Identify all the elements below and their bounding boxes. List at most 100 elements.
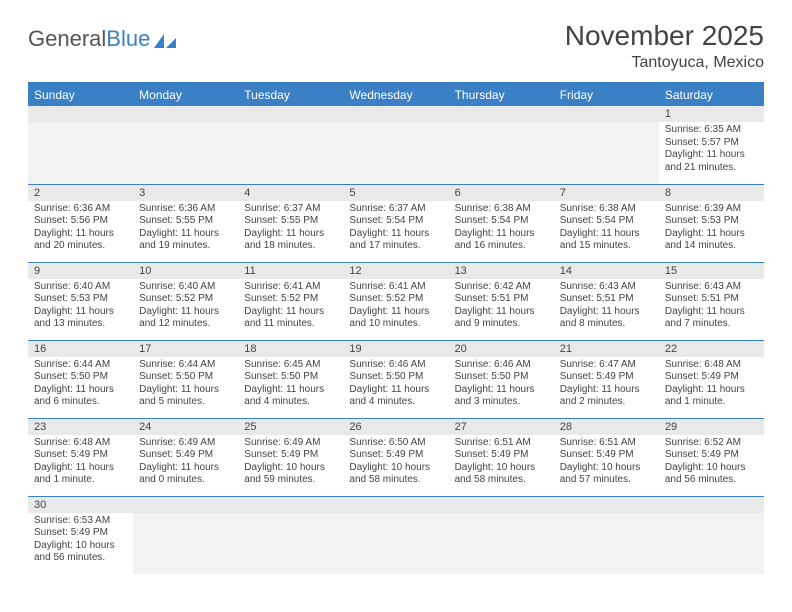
day-details: Sunrise: 6:38 AMSunset: 5:54 PMDaylight:… bbox=[554, 201, 659, 257]
day-details: Sunrise: 6:41 AMSunset: 5:52 PMDaylight:… bbox=[343, 279, 448, 335]
header: GeneralBlue November 2025 Tantoyuca, Mex… bbox=[28, 20, 764, 72]
weekday-header: Tuesday bbox=[238, 83, 343, 106]
day-details: Sunrise: 6:46 AMSunset: 5:50 PMDaylight:… bbox=[343, 357, 448, 413]
day-number: 6 bbox=[449, 185, 554, 201]
day-number: 15 bbox=[659, 263, 764, 279]
day-number: 8 bbox=[659, 185, 764, 201]
day-number: 10 bbox=[133, 263, 238, 279]
calendar-empty bbox=[133, 496, 238, 574]
day-details: Sunrise: 6:46 AMSunset: 5:50 PMDaylight:… bbox=[449, 357, 554, 413]
day-details: Sunrise: 6:41 AMSunset: 5:52 PMDaylight:… bbox=[238, 279, 343, 335]
day-number: 2 bbox=[28, 185, 133, 201]
calendar-empty bbox=[343, 496, 448, 574]
day-details: Sunrise: 6:51 AMSunset: 5:49 PMDaylight:… bbox=[554, 435, 659, 491]
month-title: November 2025 bbox=[565, 20, 764, 52]
day-details: Sunrise: 6:36 AMSunset: 5:55 PMDaylight:… bbox=[133, 201, 238, 257]
calendar-day: 16Sunrise: 6:44 AMSunset: 5:50 PMDayligh… bbox=[28, 340, 133, 418]
location: Tantoyuca, Mexico bbox=[565, 54, 764, 72]
calendar-day: 5Sunrise: 6:37 AMSunset: 5:54 PMDaylight… bbox=[343, 184, 448, 262]
day-number: 26 bbox=[343, 419, 448, 435]
day-number: 25 bbox=[238, 419, 343, 435]
calendar-day: 14Sunrise: 6:43 AMSunset: 5:51 PMDayligh… bbox=[554, 262, 659, 340]
calendar-day: 21Sunrise: 6:47 AMSunset: 5:49 PMDayligh… bbox=[554, 340, 659, 418]
calendar-day: 30Sunrise: 6:53 AMSunset: 5:49 PMDayligh… bbox=[28, 496, 133, 574]
day-details: Sunrise: 6:52 AMSunset: 5:49 PMDaylight:… bbox=[659, 435, 764, 491]
day-details: Sunrise: 6:40 AMSunset: 5:53 PMDaylight:… bbox=[28, 279, 133, 335]
day-number: 5 bbox=[343, 185, 448, 201]
weekday-header: Friday bbox=[554, 83, 659, 106]
day-details: Sunrise: 6:36 AMSunset: 5:56 PMDaylight:… bbox=[28, 201, 133, 257]
calendar-day: 8Sunrise: 6:39 AMSunset: 5:53 PMDaylight… bbox=[659, 184, 764, 262]
calendar-day: 10Sunrise: 6:40 AMSunset: 5:52 PMDayligh… bbox=[133, 262, 238, 340]
day-details: Sunrise: 6:37 AMSunset: 5:55 PMDaylight:… bbox=[238, 201, 343, 257]
day-details: Sunrise: 6:35 AMSunset: 5:57 PMDaylight:… bbox=[659, 122, 764, 178]
calendar-day: 17Sunrise: 6:44 AMSunset: 5:50 PMDayligh… bbox=[133, 340, 238, 418]
calendar-day: 6Sunrise: 6:38 AMSunset: 5:54 PMDaylight… bbox=[449, 184, 554, 262]
logo-text-1: General bbox=[28, 26, 106, 52]
day-number: 20 bbox=[449, 341, 554, 357]
calendar-day: 19Sunrise: 6:46 AMSunset: 5:50 PMDayligh… bbox=[343, 340, 448, 418]
day-number: 27 bbox=[449, 419, 554, 435]
weekday-header: Monday bbox=[133, 83, 238, 106]
sail-icon bbox=[152, 30, 178, 48]
day-details: Sunrise: 6:40 AMSunset: 5:52 PMDaylight:… bbox=[133, 279, 238, 335]
calendar-empty bbox=[343, 106, 448, 184]
day-details: Sunrise: 6:44 AMSunset: 5:50 PMDaylight:… bbox=[28, 357, 133, 413]
calendar-day: 22Sunrise: 6:48 AMSunset: 5:49 PMDayligh… bbox=[659, 340, 764, 418]
weekday-header: Sunday bbox=[28, 83, 133, 106]
day-number: 9 bbox=[28, 263, 133, 279]
calendar-day: 12Sunrise: 6:41 AMSunset: 5:52 PMDayligh… bbox=[343, 262, 448, 340]
day-number: 12 bbox=[343, 263, 448, 279]
day-number: 22 bbox=[659, 341, 764, 357]
calendar-day: 15Sunrise: 6:43 AMSunset: 5:51 PMDayligh… bbox=[659, 262, 764, 340]
day-details: Sunrise: 6:45 AMSunset: 5:50 PMDaylight:… bbox=[238, 357, 343, 413]
day-number: 16 bbox=[28, 341, 133, 357]
day-details: Sunrise: 6:39 AMSunset: 5:53 PMDaylight:… bbox=[659, 201, 764, 257]
calendar-day: 2Sunrise: 6:36 AMSunset: 5:56 PMDaylight… bbox=[28, 184, 133, 262]
day-details: Sunrise: 6:47 AMSunset: 5:49 PMDaylight:… bbox=[554, 357, 659, 413]
day-details: Sunrise: 6:48 AMSunset: 5:49 PMDaylight:… bbox=[659, 357, 764, 413]
logo-text-2: Blue bbox=[106, 26, 150, 52]
day-details: Sunrise: 6:49 AMSunset: 5:49 PMDaylight:… bbox=[133, 435, 238, 491]
day-number: 7 bbox=[554, 185, 659, 201]
calendar-day: 23Sunrise: 6:48 AMSunset: 5:49 PMDayligh… bbox=[28, 418, 133, 496]
weekday-header: Wednesday bbox=[343, 83, 448, 106]
calendar-day: 26Sunrise: 6:50 AMSunset: 5:49 PMDayligh… bbox=[343, 418, 448, 496]
day-number: 23 bbox=[28, 419, 133, 435]
day-details: Sunrise: 6:38 AMSunset: 5:54 PMDaylight:… bbox=[449, 201, 554, 257]
calendar-day: 25Sunrise: 6:49 AMSunset: 5:49 PMDayligh… bbox=[238, 418, 343, 496]
calendar-empty bbox=[133, 106, 238, 184]
day-number: 11 bbox=[238, 263, 343, 279]
calendar-day: 7Sunrise: 6:38 AMSunset: 5:54 PMDaylight… bbox=[554, 184, 659, 262]
day-details: Sunrise: 6:51 AMSunset: 5:49 PMDaylight:… bbox=[449, 435, 554, 491]
day-number: 18 bbox=[238, 341, 343, 357]
calendar-day: 13Sunrise: 6:42 AMSunset: 5:51 PMDayligh… bbox=[449, 262, 554, 340]
day-number: 29 bbox=[659, 419, 764, 435]
day-number: 30 bbox=[28, 497, 133, 513]
day-number: 19 bbox=[343, 341, 448, 357]
day-number: 3 bbox=[133, 185, 238, 201]
day-details: Sunrise: 6:37 AMSunset: 5:54 PMDaylight:… bbox=[343, 201, 448, 257]
calendar-empty bbox=[659, 496, 764, 574]
day-number: 14 bbox=[554, 263, 659, 279]
calendar-day: 28Sunrise: 6:51 AMSunset: 5:49 PMDayligh… bbox=[554, 418, 659, 496]
calendar-day: 27Sunrise: 6:51 AMSunset: 5:49 PMDayligh… bbox=[449, 418, 554, 496]
calendar-day: 18Sunrise: 6:45 AMSunset: 5:50 PMDayligh… bbox=[238, 340, 343, 418]
day-number: 17 bbox=[133, 341, 238, 357]
calendar-day: 29Sunrise: 6:52 AMSunset: 5:49 PMDayligh… bbox=[659, 418, 764, 496]
calendar-empty bbox=[28, 106, 133, 184]
day-details: Sunrise: 6:43 AMSunset: 5:51 PMDaylight:… bbox=[659, 279, 764, 335]
day-number: 21 bbox=[554, 341, 659, 357]
day-details: Sunrise: 6:44 AMSunset: 5:50 PMDaylight:… bbox=[133, 357, 238, 413]
day-number: 28 bbox=[554, 419, 659, 435]
calendar-empty bbox=[449, 106, 554, 184]
day-details: Sunrise: 6:49 AMSunset: 5:49 PMDaylight:… bbox=[238, 435, 343, 491]
calendar-day: 1Sunrise: 6:35 AMSunset: 5:57 PMDaylight… bbox=[659, 106, 764, 184]
day-number: 24 bbox=[133, 419, 238, 435]
weekday-header: Saturday bbox=[659, 83, 764, 106]
calendar-empty bbox=[238, 106, 343, 184]
day-details: Sunrise: 6:42 AMSunset: 5:51 PMDaylight:… bbox=[449, 279, 554, 335]
day-details: Sunrise: 6:48 AMSunset: 5:49 PMDaylight:… bbox=[28, 435, 133, 491]
calendar-empty bbox=[554, 496, 659, 574]
day-details: Sunrise: 6:43 AMSunset: 5:51 PMDaylight:… bbox=[554, 279, 659, 335]
